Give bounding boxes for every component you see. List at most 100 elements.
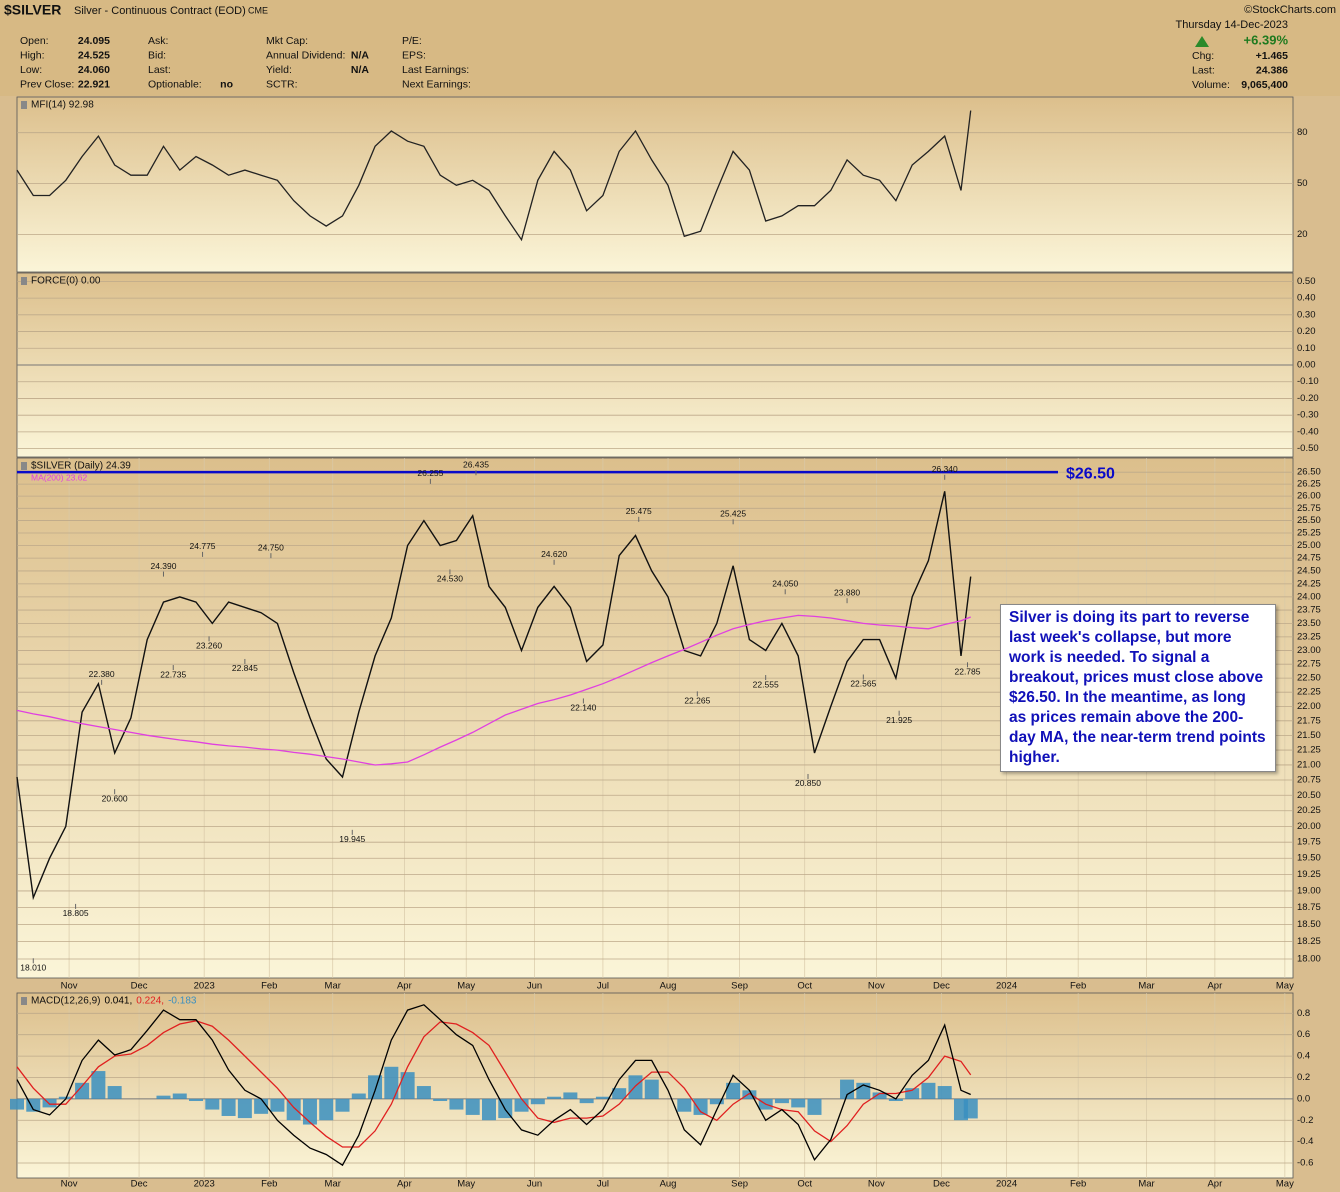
panel-icon <box>21 277 27 285</box>
x-tick-label: May <box>1276 981 1294 992</box>
annotation-label: 20.850 <box>795 778 821 788</box>
histogram-bar <box>400 1072 415 1099</box>
y-tick-label: 25.00 <box>1297 540 1321 551</box>
histogram-bar <box>465 1098 480 1115</box>
histogram-bar <box>156 1095 171 1099</box>
y-tick-label: 21.50 <box>1297 730 1321 741</box>
annotation-label: 22.785 <box>954 667 980 677</box>
histogram-bar <box>319 1098 334 1121</box>
x-tick-label: 2024 <box>996 1179 1017 1190</box>
histogram-bar <box>530 1098 545 1105</box>
x-tick-label: Feb <box>261 981 277 992</box>
annotation-label: 26.340 <box>932 464 958 474</box>
resistance-label: $26.50 <box>1066 465 1115 482</box>
x-tick-label: 2023 <box>194 1179 215 1190</box>
field-label: Last: <box>148 64 171 76</box>
annotation-label: 26.255 <box>417 468 443 478</box>
field-label: Last Earnings: <box>402 64 469 76</box>
y-tick-label: -0.4 <box>1297 1136 1313 1147</box>
histogram-bar <box>677 1098 692 1112</box>
x-tick-label: Feb <box>261 1179 277 1190</box>
field-label: Optionable: <box>148 78 202 90</box>
series-line <box>16 1020 972 1148</box>
annotation-label: 23.880 <box>834 587 860 597</box>
histogram-bar <box>644 1079 659 1099</box>
histogram-bar <box>547 1096 562 1099</box>
histogram-bar <box>612 1088 627 1099</box>
x-tick-label: Sep <box>731 981 748 992</box>
x-tick-label: Nov <box>61 981 78 992</box>
x-tick-label: Nov <box>61 1179 78 1190</box>
annotation-label: 24.620 <box>541 549 567 559</box>
annotation-label: 21.925 <box>886 715 912 725</box>
y-tick-label: 0.8 <box>1297 1008 1310 1019</box>
panel-icon <box>21 101 27 109</box>
y-tick-label: 20.25 <box>1297 805 1321 816</box>
quote-value: +1.465 <box>1256 50 1289 62</box>
annotation-label: 22.555 <box>753 679 779 689</box>
annotation-label: 22.845 <box>232 663 258 673</box>
histogram-bar <box>807 1098 822 1115</box>
histogram-bar <box>91 1071 106 1099</box>
y-tick-label: 24.50 <box>1297 565 1321 576</box>
histogram-bar <box>205 1098 220 1110</box>
histogram-bar <box>189 1098 204 1102</box>
y-tick-label: 22.50 <box>1297 673 1321 684</box>
y-tick-label: 23.00 <box>1297 645 1321 656</box>
x-tick-label: Dec <box>131 1179 148 1190</box>
y-tick-label: 19.75 <box>1297 837 1321 848</box>
annotation-label: 20.600 <box>102 793 128 803</box>
y-tick-label: 0.50 <box>1297 276 1316 287</box>
histogram-bar <box>384 1066 399 1099</box>
histogram-bar <box>774 1098 789 1104</box>
histogram-bar <box>335 1098 350 1112</box>
y-tick-label: 0.2 <box>1297 1072 1310 1083</box>
y-tick-label: 22.00 <box>1297 701 1321 712</box>
y-tick-label: 20.75 <box>1297 775 1321 786</box>
x-tick-label: 2023 <box>194 981 215 992</box>
y-tick-label: 25.25 <box>1297 528 1321 539</box>
histogram-bar <box>10 1098 24 1110</box>
x-tick-label: Mar <box>325 1179 341 1190</box>
histogram-bar <box>963 1098 978 1119</box>
x-tick-label: May <box>457 1179 475 1190</box>
legend-entry: $SILVER (Daily) 24.39 <box>31 461 131 472</box>
legend-entry: MA(200) 23.62 <box>31 472 87 482</box>
annotation-label: 22.735 <box>160 669 186 679</box>
x-tick-label: Mar <box>325 981 341 992</box>
field-label: Low: <box>20 64 42 76</box>
y-tick-label: 22.25 <box>1297 687 1321 698</box>
y-tick-label: 23.25 <box>1297 631 1321 642</box>
histogram-bar <box>449 1098 464 1110</box>
x-tick-label: Mar <box>1138 1179 1154 1190</box>
annotation-label: 24.775 <box>190 541 216 551</box>
field-label: Yield: <box>266 64 292 76</box>
y-tick-label: -0.40 <box>1297 426 1319 437</box>
y-tick-label: 50 <box>1297 178 1308 189</box>
annotation-label: 25.425 <box>720 509 746 519</box>
histogram-bar <box>433 1098 448 1102</box>
annotation-label: 23.260 <box>196 641 222 651</box>
quote-label: Chg: <box>1192 50 1214 62</box>
y-tick-label: 0.00 <box>1297 360 1316 371</box>
quote-label: Volume: <box>1192 79 1230 91</box>
field-label: High: <box>20 49 45 61</box>
histogram-bar <box>693 1098 708 1115</box>
annotation-label: 24.390 <box>150 561 176 571</box>
histogram-bar <box>872 1092 887 1099</box>
y-tick-label: 24.75 <box>1297 553 1321 564</box>
histogram-bar <box>416 1086 431 1099</box>
histogram-bar <box>302 1098 317 1125</box>
field-label: EPS: <box>402 49 426 61</box>
histogram-bar <box>726 1082 741 1099</box>
annotation-label: 19.945 <box>339 834 365 844</box>
series-line <box>16 614 971 766</box>
quote-label: Last: <box>1192 64 1215 76</box>
x-tick-label: Dec <box>131 981 148 992</box>
y-tick-label: 23.50 <box>1297 618 1321 629</box>
y-tick-label: 18.50 <box>1297 919 1321 930</box>
panel-title: MACD(12,26,9) <box>31 996 100 1007</box>
x-tick-label: Apr <box>397 981 412 992</box>
field-label: Annual Dividend: <box>266 49 345 61</box>
field-label: Mkt Cap: <box>266 35 308 47</box>
